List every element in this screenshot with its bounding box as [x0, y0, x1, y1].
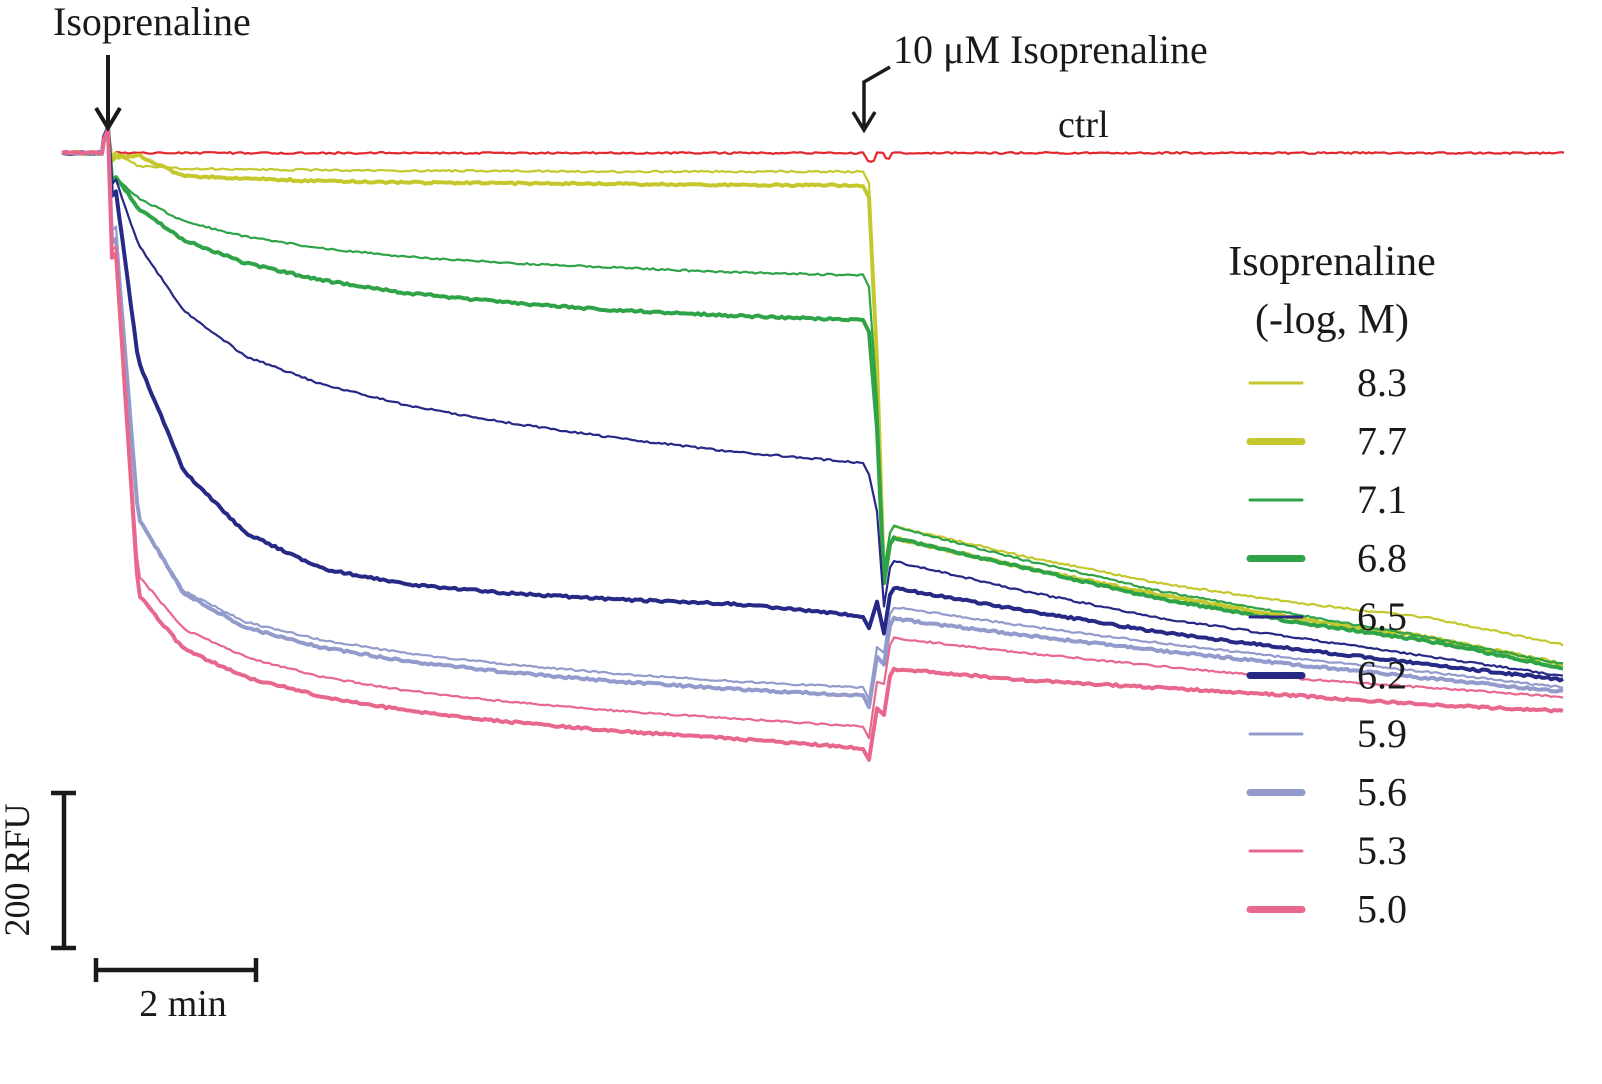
legend-label-7-1: 7.1	[1357, 477, 1407, 522]
legend-label-8-3: 8.3	[1357, 360, 1407, 405]
second-addition-label: 10 μM Isoprenaline	[893, 27, 1208, 72]
trace-lines	[61, 125, 1565, 762]
legend-title: Isoprenaline	[1228, 239, 1436, 285]
trace-6-5	[61, 125, 1564, 677]
trace-7-7	[61, 130, 1564, 667]
legend: Isoprenaline (-log, M) 8.3 7.7 7.1 6.8 6.5 6.…	[1228, 239, 1436, 932]
y-scale-label: 200 RFU	[0, 803, 37, 936]
x-scale-label: 2 min	[139, 983, 227, 1025]
legend-label-5-9: 5.9	[1357, 711, 1407, 756]
legend-label-6-8: 6.8	[1357, 536, 1407, 581]
y-scale-bar	[51, 790, 76, 951]
trace-8-3	[61, 130, 1564, 647]
trace-7-1	[61, 129, 1564, 665]
trace-ctrl	[61, 128, 1565, 163]
x-scale-bar	[93, 958, 259, 982]
second-addition-arrow	[851, 65, 891, 134]
legend-subtitle: (-log, M)	[1255, 297, 1409, 343]
trace-6-8	[61, 126, 1564, 671]
legend-label-5-3: 5.3	[1357, 828, 1407, 873]
first-addition-arrow	[94, 55, 122, 132]
trace-5-0	[61, 128, 1564, 762]
legend-items: 8.3 7.7 7.1 6.8 6.5 6.2 5.9 5.6 5.3 5.0	[1246, 360, 1407, 932]
trace-5-3	[61, 130, 1564, 740]
trace-5-9	[61, 128, 1564, 701]
legend-label-5-6: 5.6	[1357, 770, 1407, 815]
trace-6-2	[61, 126, 1564, 683]
legend-label-6-5: 6.5	[1357, 594, 1407, 639]
first-addition-label: Isoprenaline	[53, 0, 251, 44]
legend-label-6-2: 6.2	[1357, 653, 1407, 698]
legend-label-7-7: 7.7	[1357, 419, 1407, 464]
trace-5-6	[61, 130, 1564, 710]
control-label: ctrl	[1058, 104, 1109, 146]
legend-label-5-0: 5.0	[1357, 887, 1407, 932]
